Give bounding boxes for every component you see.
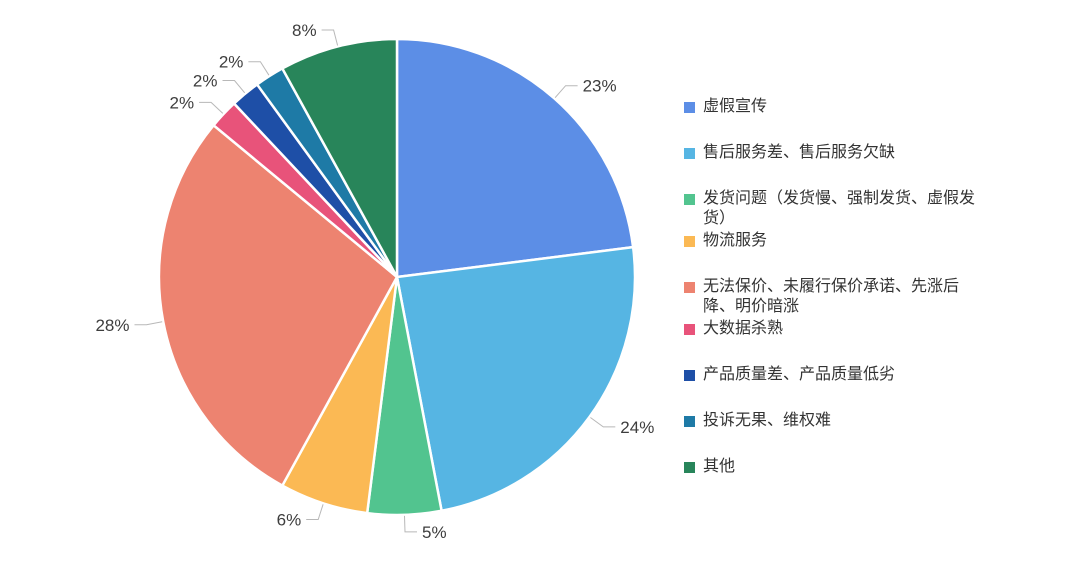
percent-label-4: 28% — [95, 316, 129, 335]
label-leader-line-7 — [248, 61, 270, 76]
legend-item-1: 售后服务差、售后服务欠缺 — [684, 143, 984, 163]
percent-label-8: 8% — [292, 21, 317, 40]
legend-label-8: 其他 — [703, 458, 736, 475]
legend-swatch-2 — [684, 194, 695, 205]
percent-label-5: 2% — [170, 93, 195, 112]
legend-label-5: 大数据杀熟 — [703, 320, 784, 337]
percent-label-1: 24% — [620, 418, 654, 437]
legend-label-3: 物流服务 — [703, 232, 768, 249]
pie-slice-0 — [395, 37, 635, 279]
legend-item-2: 发货问题（发货慢、强制发货、虚假发货） — [684, 189, 984, 229]
percent-label-7: 2% — [219, 53, 244, 72]
legend-swatch-3 — [684, 236, 695, 247]
legend-label-0: 虚假宣传 — [703, 98, 768, 115]
chart-legend: 虚假宣传售后服务差、售后服务欠缺发货问题（发货慢、强制发货、虚假发货） 物流服务无… — [684, 97, 984, 477]
percent-label-0: 23% — [583, 77, 617, 96]
label-leader-line-3 — [306, 504, 324, 520]
label-leader-line-6 — [222, 80, 246, 94]
legend-item-4: 无法保价、未履行保价承诺、先涨后降、明价暗涨 — [684, 277, 984, 317]
label-leader-line-1 — [590, 417, 616, 428]
label-leader-line-0 — [554, 85, 578, 99]
label-leader-line-5 — [199, 101, 224, 114]
legend-label-6: 产品质量差、产品质量低劣 — [703, 366, 896, 383]
percent-label-3: 6% — [277, 511, 302, 530]
legend-swatch-0 — [684, 102, 695, 113]
legend-item-6: 产品质量差、产品质量低劣 — [684, 365, 984, 385]
legend-swatch-5 — [684, 324, 695, 335]
legend-swatch-6 — [684, 370, 695, 381]
legend-item-8: 其他 — [684, 457, 984, 477]
legend-label-2: 发货问题（发货慢、强制发货、虚假发货） — [703, 190, 976, 227]
legend-item-3: 物流服务 — [684, 231, 984, 251]
legend-swatch-8 — [684, 462, 695, 473]
label-leader-line-4 — [134, 321, 163, 326]
label-leader-line-8 — [321, 29, 339, 46]
legend-item-7: 投诉无果、维权难 — [684, 411, 984, 431]
legend-label-1: 售后服务差、售后服务欠缺 — [703, 144, 896, 161]
legend-item-5: 大数据杀熟 — [684, 319, 984, 339]
label-leader-line-2 — [404, 515, 417, 533]
pie-slice-1 — [395, 245, 637, 513]
legend-swatch-4 — [684, 282, 695, 293]
legend-swatch-7 — [684, 416, 695, 427]
pie-slice-4 — [157, 124, 399, 487]
percent-label-2: 5% — [422, 523, 447, 542]
legend-label-4: 无法保价、未履行保价承诺、先涨后降、明价暗涨 — [703, 278, 960, 315]
legend-label-7: 投诉无果、维权难 — [703, 412, 832, 429]
pie-slice-8 — [281, 37, 399, 279]
legend-swatch-1 — [684, 148, 695, 159]
legend-item-0: 虚假宣传 — [684, 97, 984, 117]
percent-label-6: 2% — [193, 72, 218, 91]
